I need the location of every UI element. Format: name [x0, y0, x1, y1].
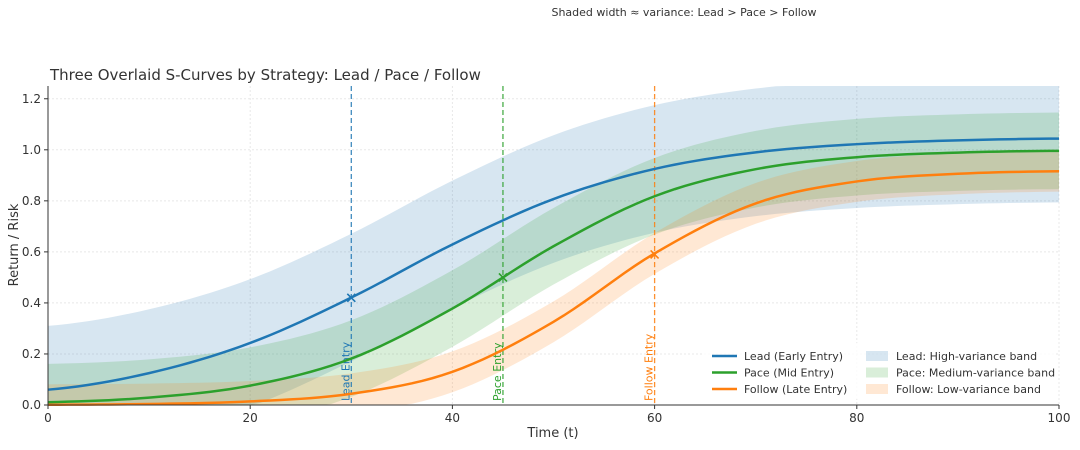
legend-band-swatch-0 — [866, 351, 888, 361]
x-tick-label: 80 — [849, 411, 864, 425]
legend-band-swatch-1 — [866, 367, 888, 378]
entry-marker-1 — [498, 272, 508, 282]
y-tick-label: 1.0 — [22, 143, 41, 157]
entry-label-2: Follow Entry — [643, 333, 656, 401]
y-axis-label: Return / Risk — [7, 203, 22, 286]
legend-box — [703, 343, 1055, 399]
entry-label-1: Pace Entry — [491, 342, 504, 401]
legend-series-label-2: Follow (Late Entry) — [744, 383, 847, 396]
y-tick-label: 0.2 — [22, 347, 41, 361]
variance-annotation: Shaded width ≈ variance: Lead > Pace > F… — [551, 6, 816, 19]
series-line-2 — [47, 169, 1060, 406]
y-tick-label: 1.2 — [22, 92, 41, 106]
legend-band-label-0: Lead: High-variance band — [896, 350, 1037, 363]
variance-band-2 — [48, 150, 1059, 405]
y-tick-label: 0.4 — [22, 296, 41, 310]
chart-title: Three Overlaid S-Curves by Strategy: Lea… — [49, 66, 481, 84]
x-tick-label: 100 — [1048, 411, 1071, 425]
entry-lines: Lead Entry Pace Entry Follow Entry — [339, 86, 656, 405]
variance-band-1 — [48, 112, 1059, 405]
y-tick-label: 0.0 — [22, 398, 41, 412]
legend-series-label-0: Lead (Early Entry) — [744, 350, 843, 363]
legend-series-label-1: Pace (Mid Entry) — [744, 367, 834, 380]
legend-band-label-1: Pace: Medium-variance band — [896, 367, 1055, 380]
series-line-1 — [47, 149, 1060, 404]
y-tick-label: 0.6 — [22, 245, 41, 259]
x-axis-label: Time (t) — [526, 426, 578, 441]
entry-marker-0 — [346, 293, 356, 303]
legend: Lead (Early Entry) Lead: High-variance ba… — [703, 343, 1055, 399]
entry-label-0: Lead Entry — [339, 341, 352, 401]
x-tick-label: 20 — [243, 411, 258, 425]
x-tick-label: 40 — [445, 411, 460, 425]
legend-band-swatch-2 — [866, 384, 888, 394]
series-lines — [47, 137, 1060, 406]
legend-band-label-2: Follow: Low-variance band — [896, 383, 1041, 396]
x-tick-label: 60 — [647, 411, 662, 425]
series-line-0 — [47, 137, 1060, 391]
entry-marker-2 — [650, 249, 660, 259]
y-tick-label: 0.8 — [22, 194, 41, 208]
x-tick-label: 0 — [44, 411, 52, 425]
axes: 0 20 40 60 80 100 0.0 0.2 0.4 0.6 0.8 1.0 1.2 — [22, 86, 1071, 425]
